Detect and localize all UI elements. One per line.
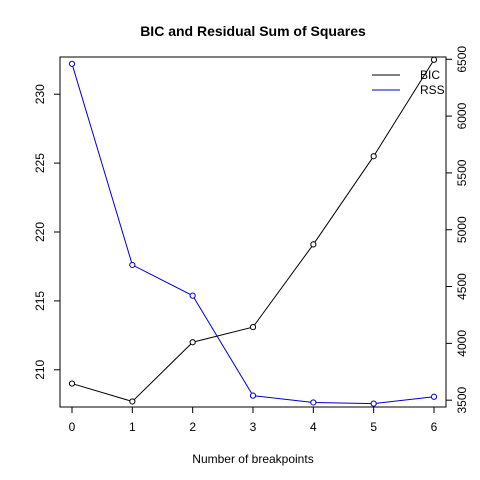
- series-point-rss: [189, 292, 196, 299]
- y-left-tick-label: 220: [33, 222, 47, 242]
- x-tick-label: 5: [370, 420, 377, 434]
- y-left-axis: 210 215 220 225 230: [33, 84, 60, 380]
- x-axis-label: Number of breakpoints: [192, 452, 313, 466]
- series-point-rss: [370, 400, 377, 407]
- legend-label-rss: RSS: [420, 83, 445, 97]
- y-left-tick-label: 215: [33, 291, 47, 311]
- y-right-tick-label: 6000: [455, 102, 469, 129]
- series-layer: [68, 56, 438, 407]
- plot-box: [59, 56, 447, 408]
- series-point-bic: [430, 56, 438, 63]
- chart-title: BIC and Residual Sum of Squares: [140, 23, 366, 39]
- series-point-rss: [310, 399, 317, 406]
- x-axis: 0 1 2 3 4 5 6: [69, 406, 438, 434]
- y-left-tick-label: 230: [33, 84, 47, 104]
- legend-label-bic: BIC: [420, 68, 440, 82]
- series-point-bic: [129, 398, 136, 405]
- series-point-rss: [249, 392, 257, 399]
- x-tick-label: 2: [189, 420, 196, 434]
- y-right-tick-label: 5000: [455, 216, 469, 243]
- series-point-bic: [249, 323, 257, 331]
- series-point-rss: [430, 393, 438, 400]
- y-left-tick-label: 210: [33, 359, 47, 379]
- series-line-bic: [71, 59, 435, 403]
- series-line-rss: [71, 63, 435, 405]
- y-right-tick-label: 5500: [455, 159, 469, 186]
- series-point-rss: [68, 60, 76, 67]
- y-right-tick-label: 4500: [455, 273, 469, 300]
- series-point-bic: [370, 153, 377, 160]
- series-point-bic: [189, 339, 196, 346]
- y-right-tick-label: 4000: [455, 330, 469, 357]
- x-tick-label: 0: [69, 420, 76, 434]
- series-point-bic: [310, 241, 317, 248]
- y-right-tick-label: 6500: [455, 46, 469, 73]
- series-point-bic: [68, 380, 76, 387]
- x-tick-label: 4: [310, 420, 317, 434]
- y-left-tick-label: 225: [33, 153, 47, 173]
- y-right-tick-label: 3500: [455, 387, 469, 414]
- series-point-rss: [129, 261, 136, 269]
- x-tick-label: 6: [431, 420, 438, 434]
- x-tick-label: 1: [129, 420, 136, 434]
- x-tick-label: 3: [250, 420, 257, 434]
- y-right-axis: 3500 4000 4500 5000 5500 6000 6500: [446, 46, 469, 414]
